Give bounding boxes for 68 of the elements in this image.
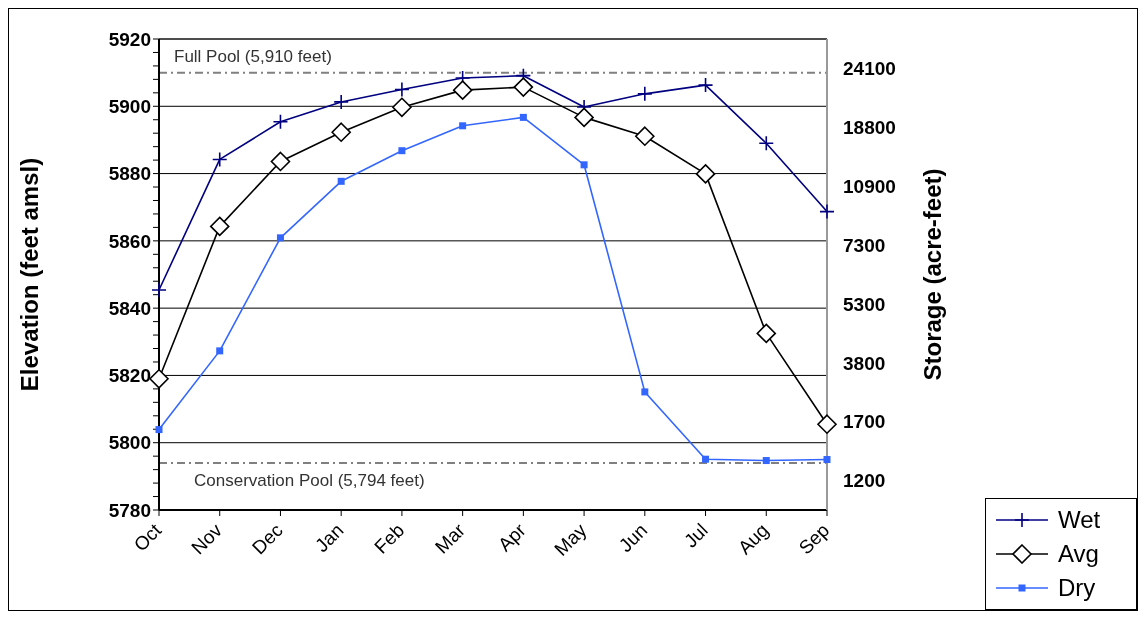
ref-line-label: Full Pool (5,910 feet) bbox=[174, 46, 332, 66]
y-tick-label: 5920 bbox=[108, 28, 151, 50]
category-label: 10900 bbox=[843, 175, 896, 197]
category-label: 1700 bbox=[843, 411, 886, 433]
y-axis-title: Elevation (feet amsl) bbox=[15, 157, 43, 392]
point bbox=[817, 414, 837, 435]
y-tick-label: 5880 bbox=[108, 163, 151, 185]
point bbox=[635, 126, 655, 147]
y-tick-label: 5820 bbox=[108, 365, 151, 387]
point bbox=[216, 347, 224, 355]
point bbox=[155, 426, 163, 434]
x-tick-label: May bbox=[550, 519, 591, 560]
x-tick-label: Mar bbox=[431, 519, 470, 558]
point bbox=[151, 282, 167, 298]
point bbox=[756, 323, 777, 344]
y-tick-label: 5780 bbox=[108, 499, 151, 521]
x-tick-label: Dec bbox=[248, 519, 287, 559]
x-tick-label: Aug bbox=[733, 519, 773, 559]
point bbox=[333, 94, 349, 110]
point bbox=[697, 77, 714, 93]
x-tick-label: Feb bbox=[370, 519, 409, 558]
point bbox=[758, 135, 775, 152]
legend-label: Dry bbox=[1058, 574, 1096, 602]
point bbox=[641, 388, 649, 396]
point bbox=[272, 113, 289, 130]
point bbox=[398, 147, 406, 155]
point bbox=[580, 161, 588, 169]
point bbox=[519, 113, 527, 121]
point bbox=[452, 80, 473, 100]
point bbox=[513, 77, 534, 97]
point bbox=[276, 234, 284, 242]
category-label: 5300 bbox=[843, 293, 886, 315]
point bbox=[394, 81, 410, 98]
y-tick-label: 5900 bbox=[108, 96, 151, 118]
y-tick-label: 5800 bbox=[108, 432, 151, 454]
category-label: 7300 bbox=[843, 234, 886, 256]
point bbox=[270, 151, 291, 172]
point bbox=[209, 216, 230, 237]
x-tick-label: Jul bbox=[679, 519, 712, 552]
point bbox=[331, 122, 351, 142]
point bbox=[574, 107, 594, 128]
y2-axis-title: Storage (acre-feet) bbox=[918, 168, 946, 381]
x-tick-label: Jun bbox=[614, 519, 652, 557]
point bbox=[149, 368, 169, 389]
legend-label: Avg bbox=[1058, 540, 1099, 568]
point bbox=[459, 122, 467, 130]
point bbox=[702, 455, 710, 463]
point bbox=[762, 457, 770, 465]
ref-line-label: Conservation Pool (5,794 feet) bbox=[194, 470, 425, 490]
category-label: 24100 bbox=[843, 58, 896, 80]
x-tick-label: Apr bbox=[493, 519, 531, 556]
point bbox=[637, 86, 653, 102]
point bbox=[695, 164, 716, 184]
category-label: 3800 bbox=[843, 352, 886, 374]
legend-label: Wet bbox=[1058, 506, 1101, 534]
point bbox=[823, 456, 831, 464]
x-tick-label: Nov bbox=[187, 519, 227, 559]
x-tick-label: Jan bbox=[311, 519, 348, 557]
point bbox=[392, 97, 412, 118]
y-tick-label: 5860 bbox=[108, 230, 151, 252]
category-label: 1200 bbox=[843, 470, 886, 492]
point bbox=[211, 151, 228, 168]
category-label: 18800 bbox=[843, 117, 896, 139]
point bbox=[819, 203, 835, 220]
x-tick-label: Oct bbox=[129, 519, 166, 556]
x-tick-label: Sep bbox=[794, 519, 834, 559]
point bbox=[337, 177, 345, 185]
y-tick-label: 5840 bbox=[108, 297, 151, 319]
